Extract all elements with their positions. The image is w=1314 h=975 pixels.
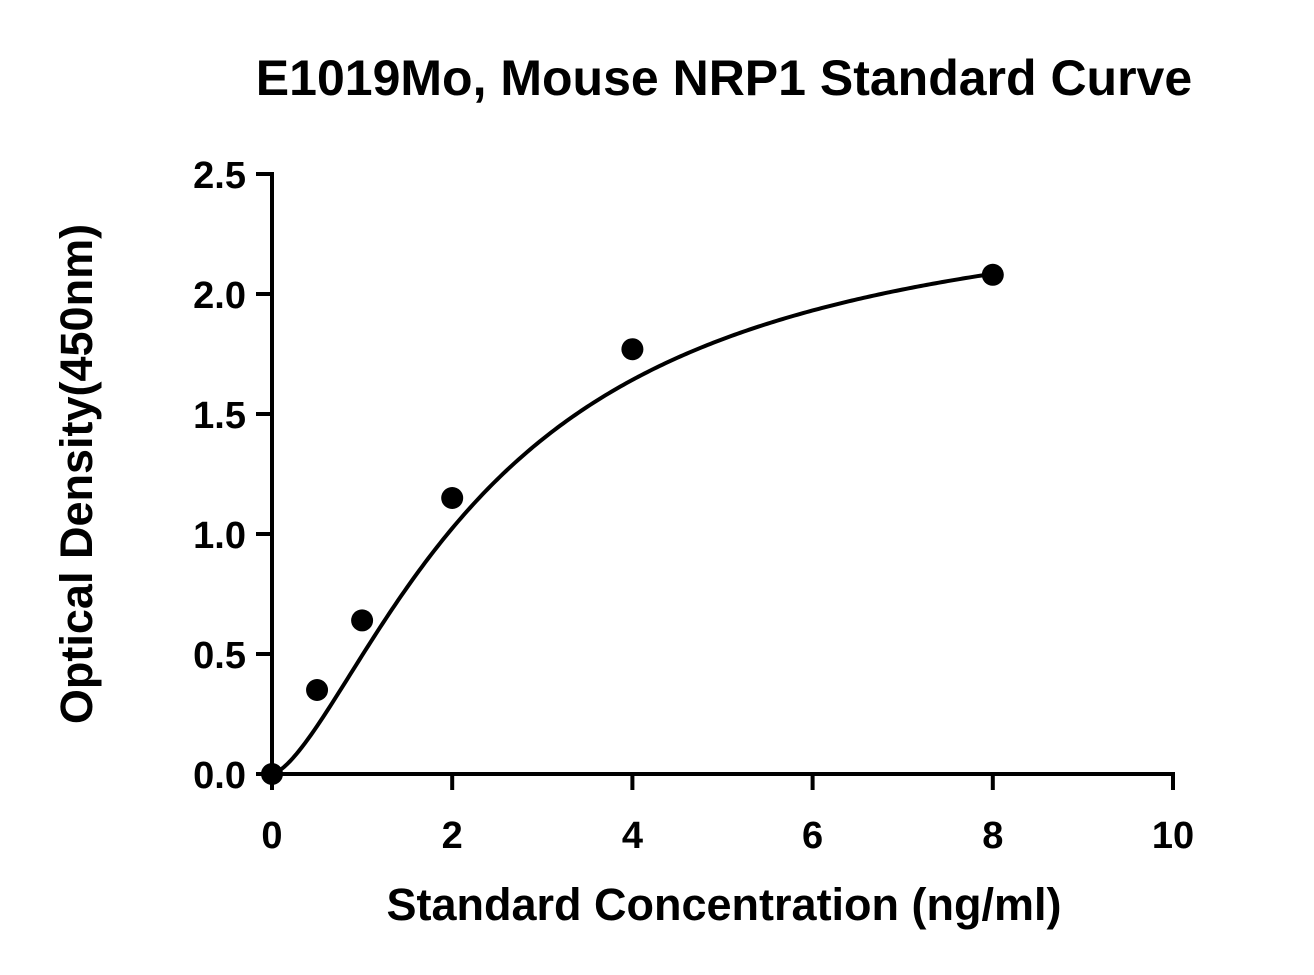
x-tick-label: 6 bbox=[802, 815, 823, 857]
y-tick-label: 0.5 bbox=[193, 635, 246, 677]
data-point bbox=[261, 763, 283, 785]
y-tick-label: 2.5 bbox=[193, 155, 246, 197]
y-axis-label: Optical Density(450nm) bbox=[51, 224, 102, 724]
data-point bbox=[621, 338, 644, 361]
x-tick-label: 0 bbox=[261, 815, 282, 857]
y-tick-label: 2.0 bbox=[193, 275, 246, 317]
fit-curve-line bbox=[271, 271, 994, 776]
y-tick-label: 0.0 bbox=[193, 755, 246, 797]
data-point bbox=[351, 609, 374, 632]
tick-labels: 0 2 4 6 8 10 0.0 0.5 1.0 1.5 2.0 2.5 bbox=[193, 155, 1194, 857]
tick-marks bbox=[256, 172, 1175, 790]
x-tick-label: 4 bbox=[622, 815, 643, 857]
fit-curve-layer bbox=[271, 271, 994, 776]
data-point bbox=[981, 263, 1004, 286]
chart-title: E1019Mo, Mouse NRP1 Standard Curve bbox=[256, 50, 1192, 106]
x-tick-label: 8 bbox=[982, 815, 1003, 857]
data-point bbox=[441, 487, 464, 509]
x-axis-label: Standard Concentration (ng/ml) bbox=[387, 879, 1062, 930]
axes bbox=[270, 172, 1175, 776]
x-tick-label: 2 bbox=[442, 815, 463, 857]
data-points-layer bbox=[261, 263, 1004, 785]
data-point bbox=[306, 679, 329, 701]
y-tick-label: 1.5 bbox=[193, 395, 246, 437]
y-tick-label: 1.0 bbox=[193, 515, 246, 557]
x-tick-label: 10 bbox=[1152, 815, 1194, 857]
